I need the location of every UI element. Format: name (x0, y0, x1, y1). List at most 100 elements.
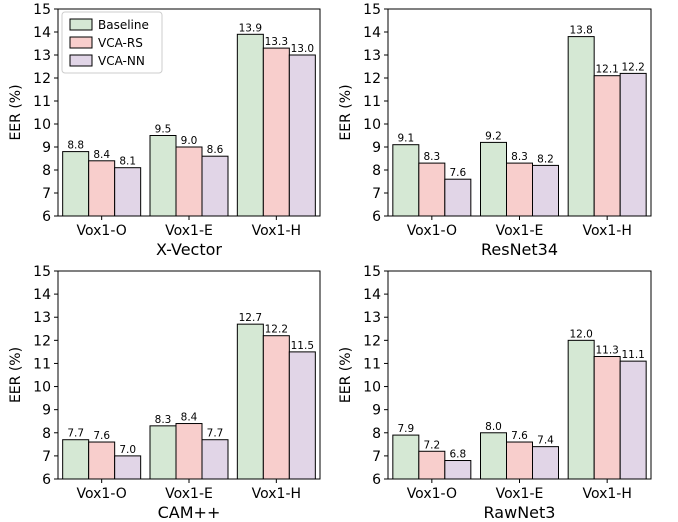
legend-swatch-baseline (69, 18, 93, 31)
y-tick-label: 10 (363, 117, 381, 133)
y-tick-label: 7 (42, 449, 51, 465)
y-tick-label: 14 (363, 287, 381, 303)
y-tick-label: 13 (363, 48, 381, 64)
data-label: 8.3 (511, 151, 528, 163)
data-label: 8.0 (485, 421, 502, 433)
bar-vca-nn-vox1-o (444, 178, 472, 217)
y-tick-label: 15 (363, 2, 381, 18)
data-label: 8.3 (155, 414, 172, 426)
y-tick-label: 9 (42, 140, 51, 156)
data-label: 7.9 (397, 423, 414, 435)
y-axis-label: EER (%) (8, 84, 24, 140)
y-tick-label: 9 (372, 140, 381, 156)
data-label: 8.6 (207, 144, 224, 156)
y-axis-label: EER (%) (338, 84, 354, 140)
data-label: 9.0 (181, 135, 198, 147)
x-tick-label: Vox1-H (252, 223, 301, 239)
y-tick-label: 9 (42, 403, 51, 419)
data-label: 7.0 (119, 444, 136, 456)
data-label: 9.1 (397, 133, 414, 145)
y-tick-label: 6 (372, 209, 381, 225)
y-tick-label: 8 (42, 426, 51, 442)
data-label: 12.2 (621, 61, 644, 73)
y-tick-label: 7 (372, 186, 381, 202)
data-label: 13.9 (239, 22, 262, 34)
x-tick-label: Vox1-E (165, 486, 213, 502)
legend-swatch-vca-rs (69, 36, 93, 49)
bar-baseline-vox1-o (62, 439, 90, 480)
x-axis-label: CAM++ (158, 503, 221, 522)
y-tick-label: 9 (372, 403, 381, 419)
legend-label: VCA-NN (98, 54, 145, 68)
x-tick-label: Vox1-E (496, 223, 544, 239)
x-axis-label: RawNet3 (484, 503, 556, 522)
x-tick-label: Vox1-O (77, 223, 127, 239)
data-label: 11.1 (621, 349, 644, 361)
y-tick-label: 11 (363, 94, 381, 110)
y-tick-label: 6 (372, 472, 381, 488)
bar-vca-nn-vox1-o (114, 167, 142, 217)
bar-baseline-vox1-h (567, 339, 595, 480)
y-tick-label: 13 (33, 48, 51, 64)
data-label: 9.2 (485, 130, 502, 142)
bar-vca-rs-vox1-h (262, 335, 290, 480)
x-tick-label: Vox1-E (496, 486, 544, 502)
bar-vca-rs-vox1-h (262, 47, 290, 217)
x-axis-label: ResNet34 (481, 240, 558, 259)
legend-swatch-vca-nn (69, 54, 93, 67)
legend-label: Baseline (98, 18, 149, 32)
bar-baseline-vox1-o (392, 434, 420, 480)
y-tick-label: 12 (33, 333, 51, 349)
data-label: 7.4 (537, 435, 554, 447)
data-label: 8.4 (93, 149, 110, 161)
y-tick-label: 13 (363, 310, 381, 326)
x-tick-label: Vox1-O (407, 223, 457, 239)
bar-vca-nn-vox1-o (114, 455, 142, 480)
bar-vca-rs-vox1-e (175, 423, 203, 480)
legend-label: VCA-RS (98, 36, 143, 50)
y-tick-label: 10 (33, 380, 51, 396)
y-tick-label: 8 (372, 163, 381, 179)
bar-vca-rs-vox1-o (418, 450, 446, 480)
y-tick-label: 15 (363, 264, 381, 280)
bar-vca-rs-vox1-o (88, 160, 116, 217)
y-tick-label: 10 (363, 380, 381, 396)
y-axis-label: EER (%) (8, 347, 24, 403)
x-tick-label: Vox1-H (582, 486, 631, 502)
bar-vca-nn-vox1-e (532, 164, 559, 217)
data-label: 6.8 (449, 449, 466, 461)
bar-baseline-vox1-o (62, 151, 90, 217)
plot-area-frame (57, 270, 321, 480)
bar-baseline-vox1-h (236, 33, 264, 217)
y-tick-label: 6 (42, 472, 51, 488)
bar-vca-nn-vox1-h (619, 360, 647, 480)
plot-area-frame (57, 8, 321, 217)
bar-vca-nn-vox1-h (288, 351, 316, 480)
bar-vca-rs-vox1-h (593, 75, 621, 217)
plot-area-frame (387, 270, 652, 480)
data-label: 12.2 (265, 324, 288, 336)
data-label: 8.1 (119, 156, 136, 168)
bar-vca-rs-vox1-o (88, 441, 116, 480)
bar-baseline-vox1-e (149, 135, 177, 217)
y-tick-label: 12 (363, 71, 381, 87)
bar-baseline-vox1-h (236, 323, 264, 480)
bar-vca-nn-vox1-o (444, 460, 472, 480)
y-tick-label: 6 (42, 209, 51, 225)
bar-vca-rs-vox1-e (175, 146, 203, 217)
bar-vca-rs-vox1-e (506, 162, 533, 217)
y-tick-label: 14 (33, 287, 51, 303)
data-label: 7.6 (93, 430, 110, 442)
data-label: 7.7 (207, 428, 224, 440)
x-tick-label: Vox1-H (582, 223, 631, 239)
y-tick-label: 10 (33, 117, 51, 133)
bar-baseline-vox1-e (480, 141, 507, 217)
y-tick-label: 15 (33, 264, 51, 280)
data-label: 8.2 (537, 153, 554, 165)
y-tick-label: 7 (372, 449, 381, 465)
data-label: 8.3 (423, 151, 440, 163)
data-label: 8.4 (181, 412, 198, 424)
x-tick-label: Vox1-H (252, 486, 301, 502)
